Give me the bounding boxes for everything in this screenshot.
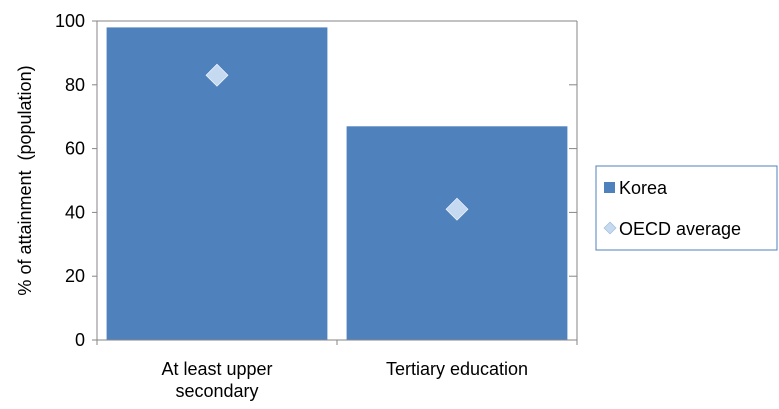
marker-oecd-average-2 xyxy=(445,197,469,221)
legend-swatch-korea xyxy=(604,182,615,193)
y-tick-label: 0 xyxy=(75,330,85,350)
y-tick-label: 80 xyxy=(65,75,85,95)
y-axis-title: % of attainment (population) xyxy=(15,65,35,295)
y-tick-label: 100 xyxy=(55,11,85,31)
x-category-label: At least upper secondary xyxy=(161,359,272,401)
x-category-label: Tertiary education xyxy=(386,359,528,379)
bars-layer xyxy=(106,27,568,341)
legend-swatch-oecd-average xyxy=(603,221,617,235)
y-tick-label: 40 xyxy=(65,202,85,222)
marker-oecd-average-1 xyxy=(205,63,229,87)
legend-label-korea: Korea xyxy=(619,178,668,198)
y-tick-label: 60 xyxy=(65,139,85,159)
markers-layer xyxy=(205,63,469,221)
y-tick-label: 20 xyxy=(65,266,85,286)
axes-layer: 0 20 40 60 80 100 At least upper secondary Terti… xyxy=(55,11,578,401)
bar-korea-2 xyxy=(346,126,568,340)
legend: Korea OECD average xyxy=(595,165,778,251)
legend-label-oecd-average: OECD average xyxy=(619,219,741,239)
legend-box xyxy=(595,165,778,251)
